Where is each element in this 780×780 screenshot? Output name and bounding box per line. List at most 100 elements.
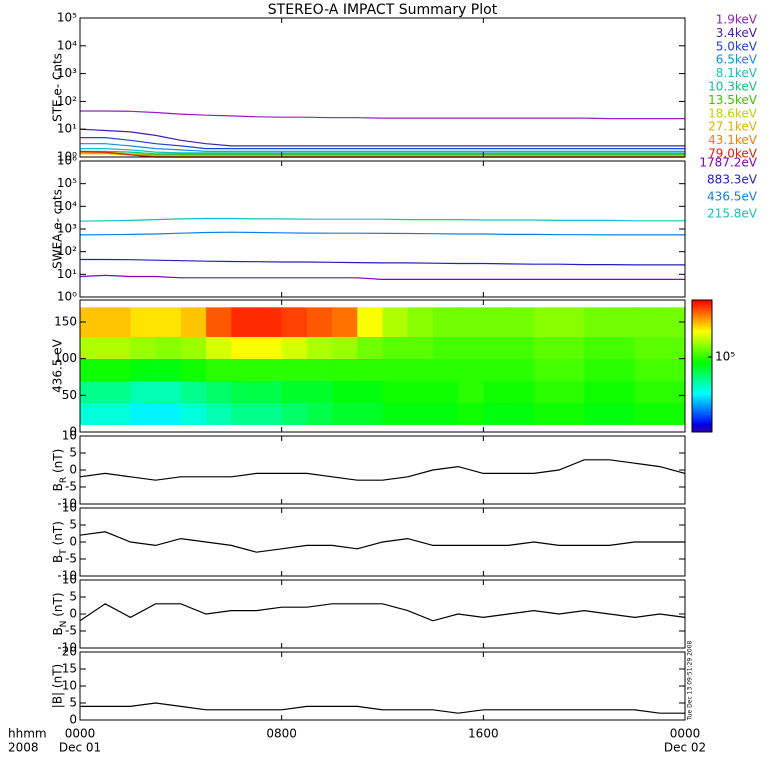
y-axis-label-part: R <box>59 477 69 483</box>
y-axis-label: SWEA e- cnts <box>51 189 65 269</box>
y-axis-label-part: (nT) <box>51 592 65 620</box>
y-tick-label: 10⁶ <box>57 154 77 168</box>
heatmap-cell <box>407 336 434 359</box>
colorbar-strip <box>692 335 712 338</box>
heatmap-cell <box>382 336 409 359</box>
heatmap-cell <box>306 307 333 337</box>
heatmap-cell <box>508 402 535 425</box>
y-tick-label: 0 <box>69 463 77 477</box>
colorbar-strip <box>692 319 712 323</box>
legend-entry: 18.6keV <box>708 106 758 120</box>
heatmap-cell <box>634 358 661 381</box>
colorbar-strip <box>692 326 712 330</box>
y-tick-label: 15 <box>62 662 77 676</box>
colorbar-strip <box>692 333 712 336</box>
y-axis-label-part: T <box>59 549 69 556</box>
heatmap-cell <box>206 402 232 425</box>
heatmap-cell <box>458 402 484 425</box>
heatmap-cell <box>231 380 257 403</box>
heatmap-cell <box>332 358 358 381</box>
heatmap-cell <box>256 336 282 359</box>
y-tick-label: 0 <box>69 425 77 439</box>
heatmap-cell <box>357 402 383 425</box>
colorbar-strip <box>692 324 712 327</box>
chart-title: STEREO-A IMPACT Summary Plot <box>268 2 498 18</box>
heatmap-cell <box>634 307 661 337</box>
heatmap-cell <box>659 380 686 403</box>
heatmap-cell <box>382 358 409 381</box>
x-tick-label: 1600 <box>468 727 499 741</box>
heatmap-cell <box>332 336 358 359</box>
colorbar-strip <box>692 313 712 316</box>
colorbar-strip <box>692 418 712 422</box>
heatmap-cell <box>130 402 156 425</box>
y-tick-label: 10² <box>57 94 77 108</box>
y-tick-label: 0 <box>69 607 77 621</box>
colorbar-strip <box>692 370 712 374</box>
colorbar-strip <box>692 396 712 400</box>
colorbar-strip <box>692 429 712 433</box>
colorbar-strip <box>692 388 712 391</box>
x-tick-label: 0000 <box>65 727 96 741</box>
heatmap-cell <box>256 358 282 381</box>
x-date-label: Dec 02 <box>664 741 706 755</box>
heatmap-cell <box>180 380 207 403</box>
colorbar-strip <box>692 302 712 305</box>
heatmap-cell <box>458 336 484 359</box>
y-tick-label: -10 <box>57 641 77 655</box>
y-tick-label: 10⁰ <box>57 150 77 164</box>
colorbar-strip <box>692 425 712 429</box>
heatmap-cell <box>155 358 182 381</box>
heatmap-cell <box>206 358 232 381</box>
heatmap-cell <box>180 402 207 425</box>
heatmap-cell <box>80 358 106 381</box>
y-tick-label: 5 <box>69 518 77 532</box>
x-date-label: Dec 01 <box>59 741 101 755</box>
legend-entry: 5.0keV <box>716 39 758 53</box>
heatmap-cell <box>432 336 459 359</box>
colorbar-strip <box>692 308 712 312</box>
heatmap-cell <box>558 307 585 337</box>
heatmap-cell <box>458 307 484 337</box>
heatmap-cell <box>105 358 131 381</box>
heatmap-cell <box>558 402 585 425</box>
heatmap-cell <box>281 307 308 337</box>
legend-entry: 436.5eV <box>707 190 758 204</box>
colorbar-tick-label: 10⁵ <box>715 350 735 364</box>
y-axis-label: 436.5 eV <box>51 338 65 393</box>
colorbar-strip <box>692 306 712 310</box>
heatmap-cell <box>432 358 459 381</box>
heatmap-cell <box>508 358 535 381</box>
heatmap-cell <box>130 358 156 381</box>
y-axis-label: |B| (nT) <box>51 664 65 708</box>
heatmap-cell <box>332 307 358 337</box>
colorbar-strip <box>692 427 712 431</box>
y-tick-label: 10² <box>57 244 77 258</box>
heatmap-cell <box>483 307 509 337</box>
colorbar-strip <box>692 414 712 418</box>
y-tick-label: 10⁰ <box>57 290 77 304</box>
colorbar-strip <box>692 304 712 308</box>
data-line <box>80 152 685 156</box>
legend-entry: 79.0keV <box>708 147 758 161</box>
y-tick-label: 10⁴ <box>57 38 77 52</box>
heatmap-cell <box>584 336 610 359</box>
colorbar-strip <box>692 315 712 319</box>
colorbar-strip <box>692 317 712 321</box>
heatmap-cell <box>533 358 560 381</box>
colorbar-strip <box>692 368 712 371</box>
legend-entry: 13.5keV <box>708 93 758 107</box>
heatmap-cell <box>206 380 232 403</box>
colorbar-strip <box>692 383 712 387</box>
heatmap-cell <box>256 402 282 425</box>
legend-entry: 215.8eV <box>707 207 758 221</box>
heatmap-cell <box>256 307 282 337</box>
heatmap-cell <box>180 307 207 337</box>
y-tick-label: 100 <box>54 351 77 365</box>
colorbar-strip <box>692 401 712 404</box>
data-line <box>80 150 685 155</box>
y-tick-label: 0 <box>69 535 77 549</box>
heatmap-cell <box>432 402 459 425</box>
heatmap-cell <box>306 336 333 359</box>
